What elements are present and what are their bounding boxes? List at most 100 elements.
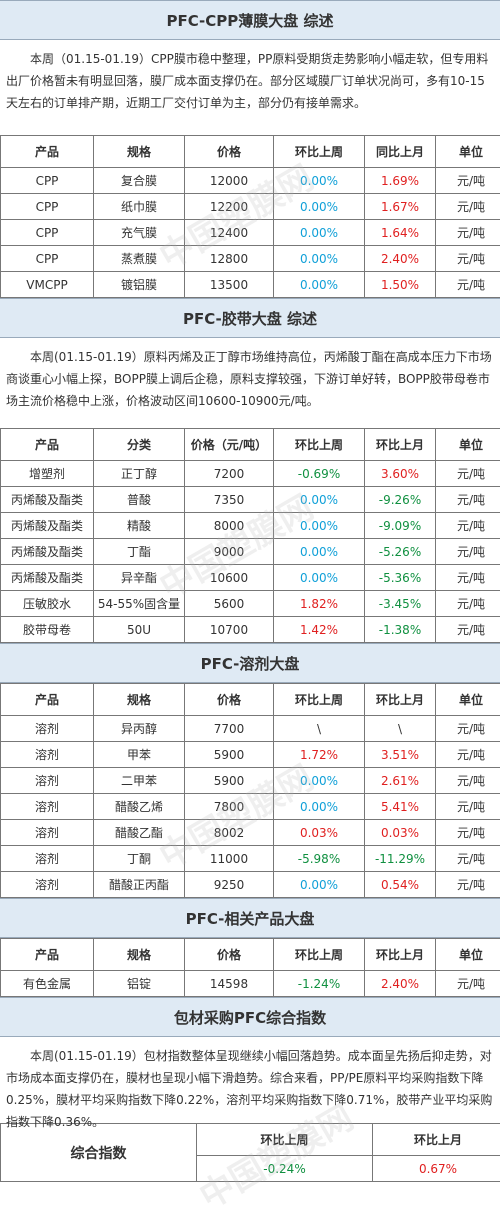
- cell: 12000: [185, 168, 274, 194]
- cell: 2.61%: [365, 768, 436, 794]
- cell: 元/吨: [436, 513, 500, 539]
- cell: 1.82%: [274, 591, 365, 617]
- cell: 0.03%: [365, 820, 436, 846]
- section: PFC-CPP薄膜大盘 综述本周（01.15-01.19）CPP膜市稳中整理，P…: [0, 0, 500, 298]
- header-cell: 环比上月: [365, 429, 436, 461]
- cell: -9.09%: [365, 513, 436, 539]
- cell: 元/吨: [436, 539, 500, 565]
- header-cell: 价格: [185, 136, 274, 168]
- cell: 13500: [185, 272, 274, 298]
- cell: 7700: [185, 716, 274, 742]
- cell: 丁酮: [94, 846, 185, 872]
- cell: 正丁醇: [94, 461, 185, 487]
- header-cell: 环比上月: [365, 939, 436, 971]
- cell: 3.60%: [365, 461, 436, 487]
- cell: 1.42%: [274, 617, 365, 643]
- cell: -0.24%: [197, 1156, 373, 1182]
- summary: 本周（01.15-01.19）CPP膜市稳中整理，PP原料受期货走势影响小幅走软…: [0, 40, 500, 135]
- cell: 5900: [185, 768, 274, 794]
- cell: 普酸: [94, 487, 185, 513]
- cell: 0.00%: [274, 272, 365, 298]
- cell: 丙烯酸及酯类: [1, 513, 94, 539]
- cell: 1.50%: [365, 272, 436, 298]
- cell: 8000: [185, 513, 274, 539]
- cell: 溶剂: [1, 742, 94, 768]
- cell: CPP: [1, 168, 94, 194]
- cell: 元/吨: [436, 461, 500, 487]
- cell: -0.69%: [274, 461, 365, 487]
- cell: 2.40%: [365, 971, 436, 997]
- cell: 增塑剂: [1, 461, 94, 487]
- cell: 纸巾膜: [94, 194, 185, 220]
- cell: 0.03%: [274, 820, 365, 846]
- cell: 醋酸乙酯: [94, 820, 185, 846]
- header-cell: 单位: [436, 136, 500, 168]
- cell: 元/吨: [436, 742, 500, 768]
- cell: 0.00%: [274, 168, 365, 194]
- cell: 0.00%: [274, 487, 365, 513]
- header-cell: 单位: [436, 684, 500, 716]
- cell: 10700: [185, 617, 274, 643]
- header-cell: 环比上月: [365, 684, 436, 716]
- section-title: PFC-溶剂大盘: [0, 643, 500, 683]
- cell: \: [365, 716, 436, 742]
- cell: 溶剂: [1, 794, 94, 820]
- cell: 元/吨: [436, 768, 500, 794]
- cell: -5.36%: [365, 565, 436, 591]
- cell: 0.00%: [274, 246, 365, 272]
- header-cell: 同比上月: [365, 136, 436, 168]
- cell: 元/吨: [436, 487, 500, 513]
- cell: CPP: [1, 246, 94, 272]
- section-title: PFC-相关产品大盘: [0, 898, 500, 938]
- header-row: 产品分类价格（元/吨）环比上周环比上月单位: [1, 429, 500, 461]
- cell: 溶剂: [1, 716, 94, 742]
- section-title: PFC-CPP薄膜大盘 综述: [0, 0, 500, 40]
- cell: 丁酯: [94, 539, 185, 565]
- section: 包材采购PFC综合指数本周(01.15-01.19）包材指数整体呈现继续小幅回落…: [0, 997, 500, 1182]
- cell: 丙烯酸及酯类: [1, 565, 94, 591]
- summary: 本周(01.15-01.19）原料丙烯及正丁醇市场维持高位，丙烯酸丁酯在高成本压…: [0, 338, 500, 428]
- section: PFC-胶带大盘 综述本周(01.15-01.19）原料丙烯及正丁醇市场维持高位…: [0, 298, 500, 643]
- cell: 丙烯酸及酯类: [1, 487, 94, 513]
- cell: 8002: [185, 820, 274, 846]
- header-cell: 环比上月: [373, 1124, 500, 1156]
- header-row: 产品规格价格环比上周环比上月单位: [1, 684, 500, 716]
- cell: 溶剂: [1, 846, 94, 872]
- cell: 甲苯: [94, 742, 185, 768]
- cell: 充气膜: [94, 220, 185, 246]
- cell: 0.67%: [373, 1156, 500, 1182]
- cell: CPP: [1, 194, 94, 220]
- cell: 7800: [185, 794, 274, 820]
- header-cell: 规格: [94, 684, 185, 716]
- cell: 溶剂: [1, 820, 94, 846]
- header-cell: 产品: [1, 684, 94, 716]
- header-cell: 单位: [436, 939, 500, 971]
- header-cell: 环比上周: [274, 429, 365, 461]
- cell: 元/吨: [436, 846, 500, 872]
- cell: 0.00%: [274, 565, 365, 591]
- cell: 3.51%: [365, 742, 436, 768]
- cell: 11000: [185, 846, 274, 872]
- header-cell: 产品: [1, 429, 94, 461]
- cell: 复合膜: [94, 168, 185, 194]
- cell: 元/吨: [436, 971, 500, 997]
- cell: 二甲苯: [94, 768, 185, 794]
- cell: 1.72%: [274, 742, 365, 768]
- header-row: 产品规格价格环比上周同比上月单位: [1, 136, 500, 168]
- cell: 50U: [94, 617, 185, 643]
- cell: 镀铝膜: [94, 272, 185, 298]
